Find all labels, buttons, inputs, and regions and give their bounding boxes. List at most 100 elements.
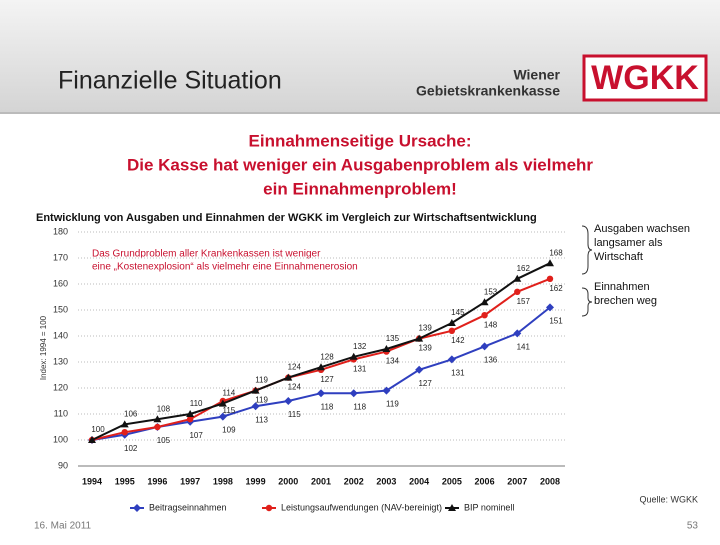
header-rule (0, 112, 720, 114)
y-tick-label: 120 (53, 382, 68, 392)
brace (581, 287, 593, 317)
marker (447, 355, 456, 364)
marker (88, 436, 96, 443)
data-label: 105 (157, 436, 171, 445)
marker (218, 412, 227, 421)
marker (481, 312, 488, 319)
headline: ein Einnahmenproblem! (263, 179, 457, 198)
side-note: brechen weg (594, 295, 657, 307)
x-tick-label: 1996 (147, 476, 167, 486)
marker (153, 415, 162, 423)
y-tick-label: 140 (53, 330, 68, 340)
marker (415, 365, 424, 374)
x-tick-label: 1998 (213, 476, 233, 486)
x-tick-label: 1994 (82, 476, 102, 486)
data-label: 113 (255, 415, 268, 424)
marker (349, 352, 358, 360)
y-tick-label: 180 (53, 226, 68, 236)
y-tick-label: 110 (54, 408, 68, 418)
side-note: langsamer als (594, 237, 663, 249)
data-label: 124 (288, 363, 302, 372)
side-note: Wirtschaft (594, 251, 643, 263)
data-label: 136 (484, 356, 498, 365)
data-label: 119 (255, 396, 268, 405)
x-tick-label: 2003 (376, 476, 396, 486)
y-tick-label: 130 (53, 356, 68, 366)
x-tick-label: 1997 (180, 476, 200, 486)
marker (133, 504, 141, 512)
marker (349, 389, 358, 398)
data-label: 141 (517, 343, 531, 352)
x-tick-label: 2004 (409, 476, 429, 486)
x-tick-label: 1995 (115, 476, 135, 486)
x-tick-label: 2005 (442, 476, 462, 486)
data-label: 145 (451, 308, 465, 317)
data-label: 162 (549, 284, 563, 293)
x-tick-label: 2006 (475, 476, 495, 486)
marker (447, 319, 456, 326)
y-axis-label: Index: 1994 = 100 (39, 315, 48, 380)
legend-label: Beitragseinnahmen (149, 502, 227, 512)
data-label: 142 (451, 336, 465, 345)
slide-title: Finanzielle Situation (58, 67, 282, 95)
headline: Einnahmenseitige Ursache: (249, 131, 472, 150)
data-label: 139 (418, 324, 432, 333)
x-tick-label: 1999 (246, 476, 266, 486)
line (91, 306, 551, 441)
legend-label: Leistungsaufwendungen (NAV-bereinigt) (281, 502, 442, 512)
marker (317, 363, 325, 371)
data-label: 100 (91, 425, 105, 434)
y-tick-label: 160 (53, 278, 68, 288)
data-label: 151 (549, 317, 563, 326)
data-label: 162 (517, 264, 531, 273)
marker (513, 329, 522, 338)
x-tick-label: 2002 (344, 476, 364, 486)
data-label: 168 (549, 248, 563, 257)
data-label: 119 (386, 400, 399, 409)
x-tick-label: 2007 (507, 476, 527, 486)
marker (265, 504, 273, 512)
data-label: 115 (288, 410, 301, 419)
data-label: 127 (418, 379, 432, 388)
marker (513, 274, 522, 282)
marker (546, 259, 554, 267)
source: Quelle: WGKK (639, 494, 698, 504)
marker (546, 275, 554, 282)
data-label: 107 (189, 431, 203, 440)
page-number: 53 (687, 521, 699, 532)
side-note: Ausgaben wachsen (594, 223, 690, 235)
marker (415, 334, 424, 342)
marker (546, 303, 554, 312)
data-label: 131 (451, 369, 465, 378)
marker (218, 399, 227, 407)
marker (480, 298, 489, 306)
marker (120, 420, 129, 428)
x-tick-label: 2001 (311, 476, 331, 486)
annotation: eine „Kostenexplosion“ als vielmehr eine… (92, 262, 358, 273)
marker (480, 342, 489, 351)
annotation: Das Grundproblem aller Krankenkassen ist… (92, 249, 321, 260)
marker (448, 504, 456, 511)
data-label: 157 (517, 297, 531, 306)
data-label: 148 (484, 320, 498, 329)
data-label: 128 (320, 352, 334, 361)
marker (382, 345, 391, 352)
data-label: 153 (484, 287, 498, 296)
y-tick-label: 90 (58, 460, 68, 470)
data-label: 106 (124, 410, 138, 419)
y-tick-label: 100 (53, 434, 68, 444)
data-label: 131 (353, 365, 367, 374)
marker (448, 327, 456, 334)
marker (251, 386, 260, 394)
data-label: 132 (353, 342, 367, 351)
marker (382, 386, 391, 395)
chart-title: Entwicklung von Ausgaben und Einnahmen d… (36, 212, 537, 224)
data-label: 110 (190, 399, 203, 408)
marker (284, 397, 293, 405)
side-note: Einnahmen (594, 281, 650, 293)
marker (186, 416, 194, 423)
data-label: 108 (157, 404, 171, 413)
y-tick-label: 170 (53, 252, 68, 262)
marker (317, 389, 325, 398)
